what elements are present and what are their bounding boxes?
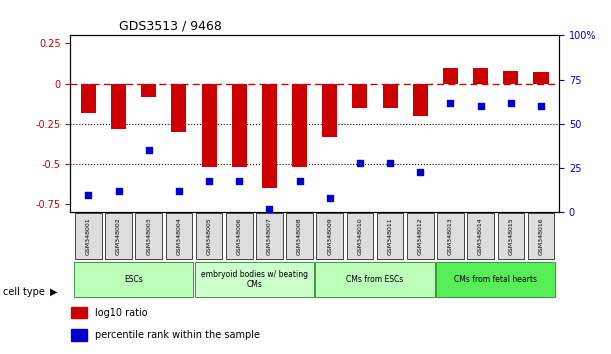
Text: GSM348006: GSM348006 — [236, 217, 242, 255]
Point — [84, 192, 93, 198]
Bar — [111, 84, 126, 129]
Text: log10 ratio: log10 ratio — [95, 308, 147, 318]
Text: GSM348002: GSM348002 — [116, 217, 121, 255]
Bar — [71, 329, 87, 341]
Bar — [262, 84, 277, 188]
Text: ▶: ▶ — [50, 287, 57, 297]
Point — [415, 169, 425, 175]
Text: GSM348001: GSM348001 — [86, 217, 91, 255]
Bar — [141, 84, 156, 97]
FancyBboxPatch shape — [467, 213, 494, 259]
Text: embryoid bodies w/ beating
CMs: embryoid bodies w/ beating CMs — [201, 270, 308, 289]
Bar — [382, 84, 398, 108]
Text: ESCs: ESCs — [124, 275, 143, 284]
Bar — [322, 84, 337, 137]
Text: GSM348011: GSM348011 — [387, 217, 393, 255]
FancyBboxPatch shape — [287, 213, 313, 259]
FancyBboxPatch shape — [74, 262, 193, 297]
FancyBboxPatch shape — [256, 213, 283, 259]
FancyBboxPatch shape — [315, 262, 435, 297]
Text: GSM348008: GSM348008 — [297, 217, 302, 255]
FancyBboxPatch shape — [226, 213, 252, 259]
Bar — [533, 73, 549, 84]
Text: percentile rank within the sample: percentile rank within the sample — [95, 330, 260, 339]
Point — [325, 195, 335, 201]
FancyBboxPatch shape — [136, 213, 162, 259]
FancyBboxPatch shape — [105, 213, 132, 259]
FancyBboxPatch shape — [497, 213, 524, 259]
Text: GSM348005: GSM348005 — [207, 217, 211, 255]
FancyBboxPatch shape — [166, 213, 192, 259]
FancyBboxPatch shape — [346, 213, 373, 259]
FancyBboxPatch shape — [436, 262, 555, 297]
FancyBboxPatch shape — [437, 213, 464, 259]
Bar — [503, 71, 518, 84]
Point — [385, 160, 395, 166]
Bar — [171, 84, 186, 132]
Text: cell type: cell type — [3, 287, 45, 297]
Point — [445, 100, 455, 105]
Point — [204, 178, 214, 183]
FancyBboxPatch shape — [407, 213, 434, 259]
Text: GSM348003: GSM348003 — [146, 217, 151, 255]
Bar — [292, 84, 307, 167]
Bar — [353, 84, 367, 108]
FancyBboxPatch shape — [528, 213, 554, 259]
Text: GSM348016: GSM348016 — [538, 217, 543, 255]
FancyBboxPatch shape — [196, 213, 222, 259]
Text: GSM348013: GSM348013 — [448, 217, 453, 255]
Text: GSM348010: GSM348010 — [357, 217, 362, 255]
FancyBboxPatch shape — [316, 213, 343, 259]
Point — [476, 103, 486, 109]
Point — [144, 148, 153, 153]
Point — [265, 206, 274, 212]
Bar — [71, 307, 87, 319]
Point — [536, 103, 546, 109]
Text: GSM348007: GSM348007 — [267, 217, 272, 255]
FancyBboxPatch shape — [75, 213, 101, 259]
Text: GSM348015: GSM348015 — [508, 217, 513, 255]
Bar — [412, 84, 428, 116]
Point — [114, 188, 123, 194]
Point — [295, 178, 304, 183]
Point — [235, 178, 244, 183]
Point — [174, 188, 184, 194]
Text: GSM348014: GSM348014 — [478, 217, 483, 255]
Bar — [443, 68, 458, 84]
Point — [355, 160, 365, 166]
Text: CMs from ESCs: CMs from ESCs — [346, 275, 404, 284]
Bar — [232, 84, 247, 167]
Text: GDS3513 / 9468: GDS3513 / 9468 — [119, 20, 222, 33]
Bar — [81, 84, 96, 113]
Text: GSM348009: GSM348009 — [327, 217, 332, 255]
Bar — [202, 84, 217, 167]
Point — [506, 100, 516, 105]
Text: GSM348012: GSM348012 — [418, 217, 423, 255]
Bar — [473, 68, 488, 84]
FancyBboxPatch shape — [194, 262, 314, 297]
Text: GSM348004: GSM348004 — [177, 217, 181, 255]
FancyBboxPatch shape — [377, 213, 403, 259]
Text: CMs from fetal hearts: CMs from fetal hearts — [454, 275, 537, 284]
